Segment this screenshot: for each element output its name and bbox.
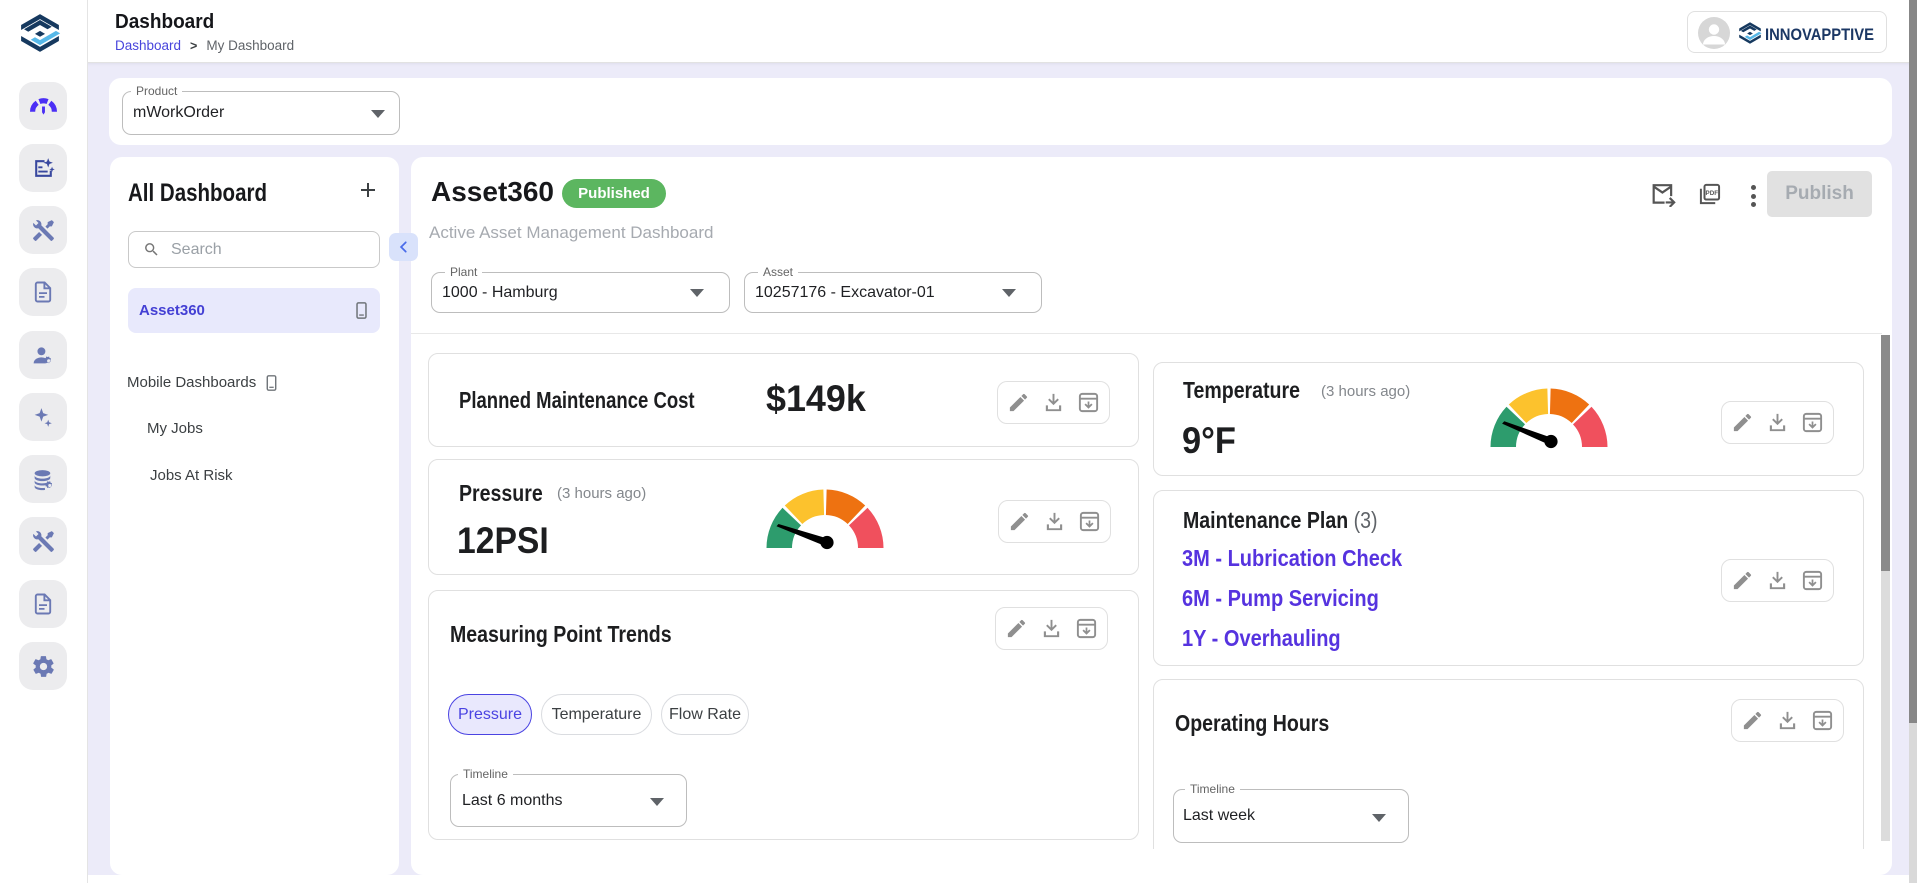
- svg-text:PDF: PDF: [1706, 190, 1719, 197]
